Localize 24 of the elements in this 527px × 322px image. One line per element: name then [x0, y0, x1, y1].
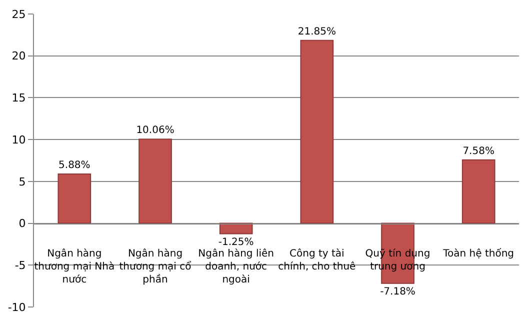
data-label: 10.06%: [136, 125, 174, 136]
y-tick-label: 15: [12, 92, 26, 105]
data-label: 7.58%: [462, 146, 494, 157]
bar: [219, 222, 253, 234]
y-tick-label: 5: [18, 175, 26, 188]
data-label: -7.18%: [380, 286, 416, 298]
bar: [138, 138, 172, 224]
y-tick-label: 25: [12, 8, 26, 21]
x-tick-label: Ngân hàng thương mại cổ phần: [119, 248, 192, 286]
y-tick-label: 10: [12, 133, 26, 146]
bar: [462, 159, 496, 224]
x-tick-label: Ngân hàng liên doanh, nước ngoài: [198, 248, 274, 286]
bar: [300, 40, 334, 224]
data-label: 5.88%: [58, 160, 90, 172]
y-tick-label: -5: [14, 258, 26, 272]
x-tick-label: Toàn hệ thống: [442, 247, 514, 260]
data-label: 21.85%: [298, 26, 336, 38]
x-tick-label: Công ty tài chính, cho thuê: [278, 248, 356, 272]
y-tick-label: 0: [18, 217, 26, 230]
y-tick-label: -10: [8, 300, 26, 314]
bar: [58, 174, 92, 224]
data-label: -1.25%: [218, 236, 254, 248]
x-tick-label: Ngân hàng thương mại Nhà nước: [34, 248, 115, 286]
y-tick-label: 20: [12, 50, 26, 63]
